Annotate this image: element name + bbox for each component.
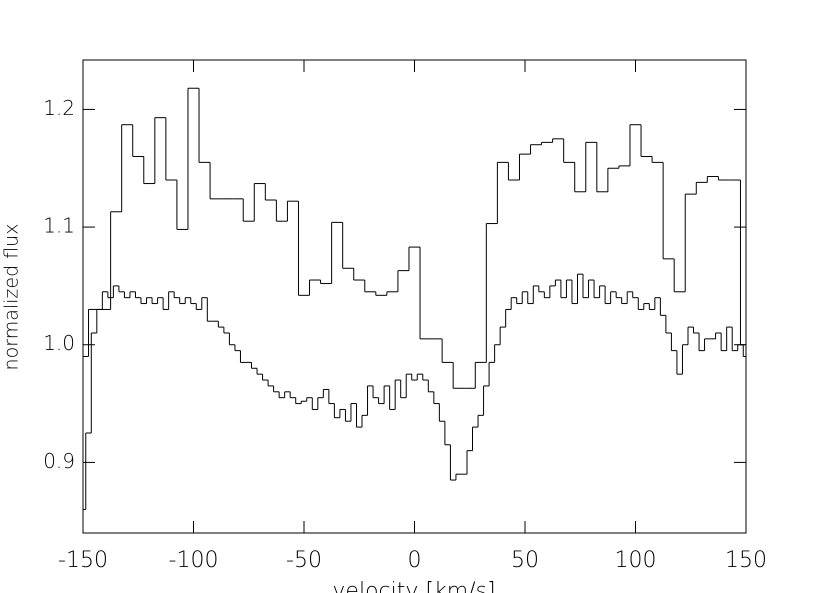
x-tick-label: 50 [511, 548, 539, 573]
y-tick-label: 1.2 [43, 96, 75, 120]
y-tick-label: 1.1 [43, 214, 75, 238]
y-tick-label: 0.9 [43, 449, 75, 473]
x-tick-label: 0 [408, 548, 422, 573]
x-tick-label: 150 [725, 548, 767, 573]
x-tick-label: -50 [286, 548, 322, 573]
x-tick-label: -150 [58, 548, 108, 573]
y-tick-label: 1.0 [43, 331, 75, 355]
x-axis-label: velocity [km/s] [332, 579, 495, 593]
x-tick-label: -100 [169, 548, 219, 573]
y-axis-label: normalized flux [1, 224, 23, 371]
plot-frame [82, 59, 747, 534]
x-tick-label: 100 [615, 548, 657, 573]
